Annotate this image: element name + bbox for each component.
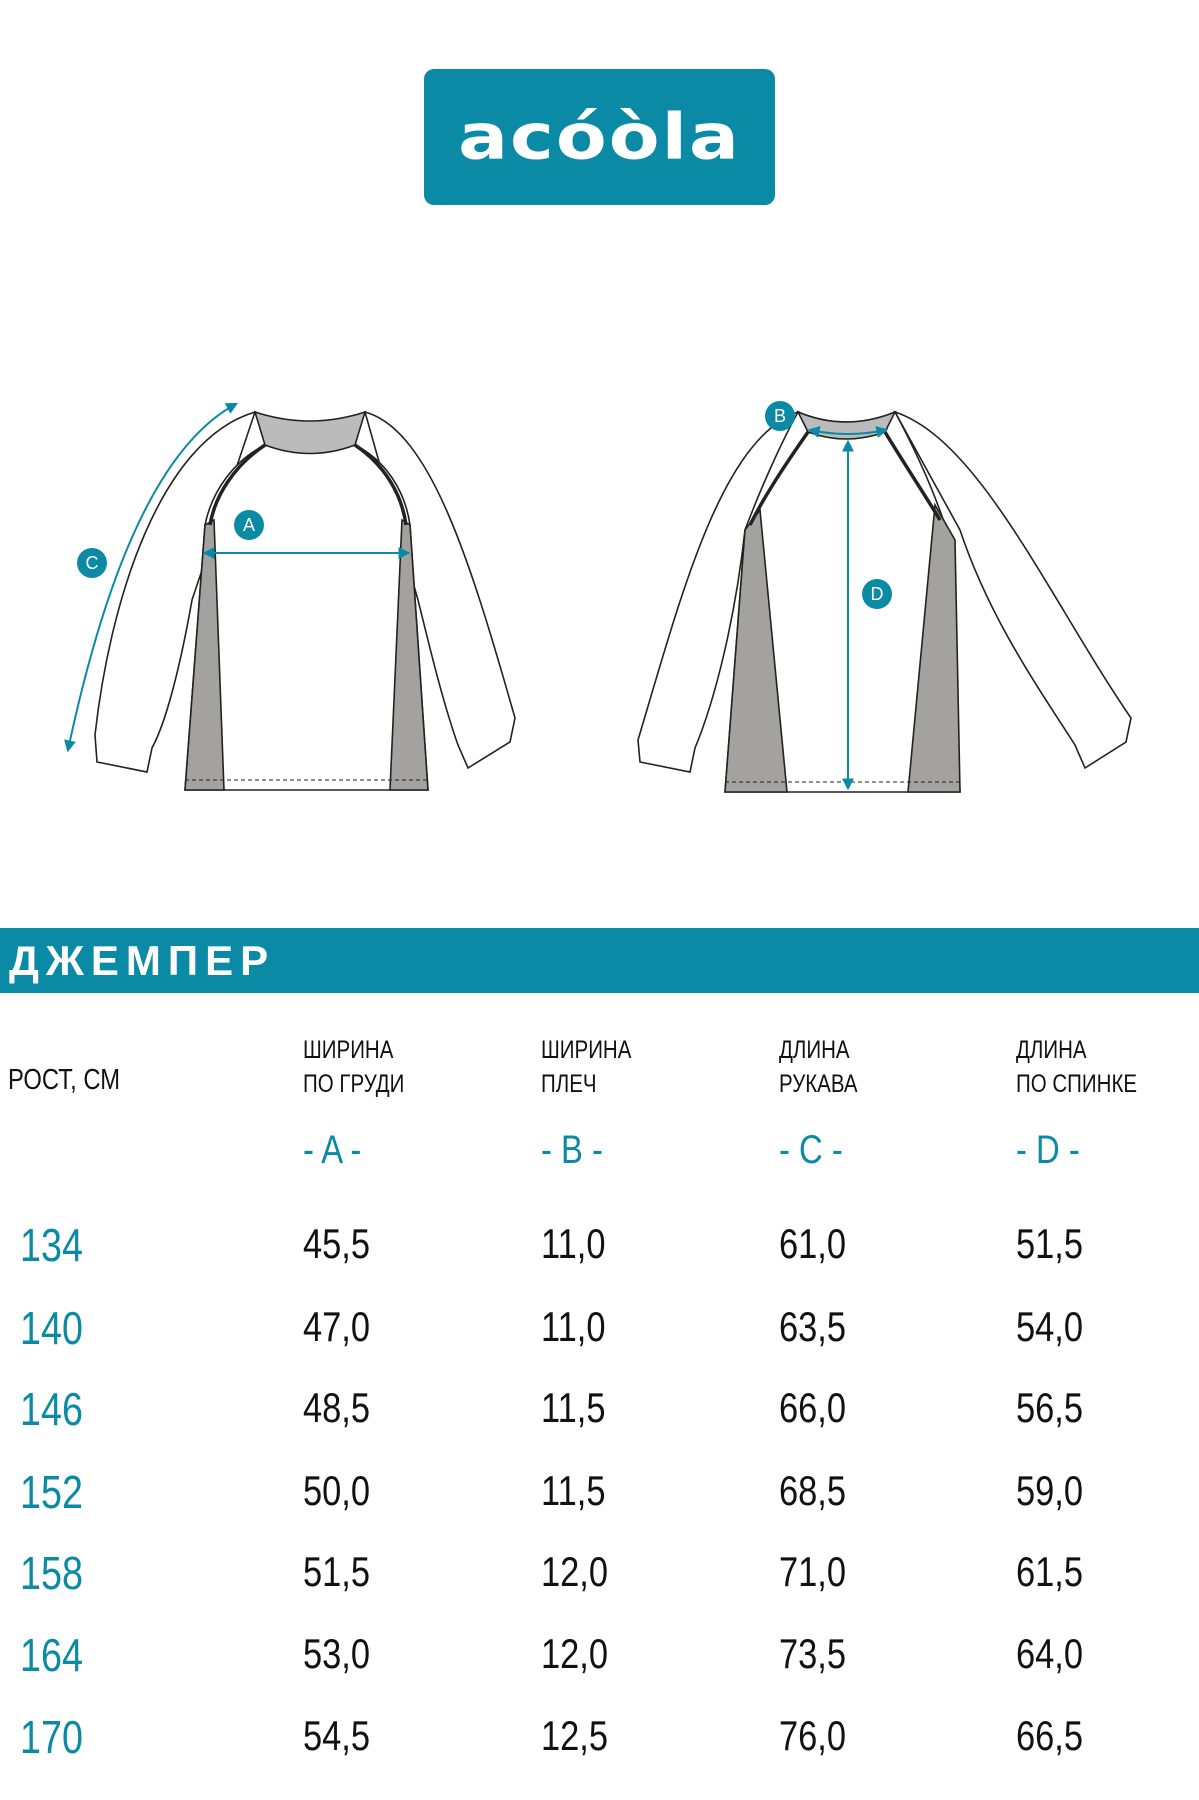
header-height: РОСТ, СМ [8,1064,121,1096]
column-header-line2: ПЛЕЧ [541,1070,597,1098]
logo-text: acóòla [458,100,741,174]
column-header-line1: ШИРИНА [303,1036,394,1064]
table-cell: 66,5 [1016,1712,1084,1759]
table-cell: 59,0 [1016,1467,1084,1514]
row-size: 158 [20,1547,83,1599]
table-cell: 48,5 [303,1384,371,1431]
column-letter: - A - [303,1128,362,1172]
column-header-line2: РУКАВА [779,1070,858,1098]
table-cell: 11,5 [541,1467,606,1514]
brand-logo: acóòla [424,69,775,205]
table-cell: 56,5 [1016,1384,1084,1431]
marker-a: A [243,515,255,535]
table-cell: 68,5 [779,1467,847,1514]
table-cell: 45,5 [303,1220,371,1267]
front-view-sweater [94,410,516,791]
table-cell: 73,5 [779,1630,847,1677]
table-cell: 64,0 [1016,1630,1084,1677]
row-size: 152 [20,1466,83,1518]
table-cell: 51,5 [1016,1220,1084,1267]
column-header-line2: ПО СПИНКЕ [1016,1070,1138,1098]
row-size: 170 [20,1711,83,1763]
table-cell: 54,0 [1016,1303,1084,1350]
column-header-line1: ДЛИНА [779,1036,850,1064]
row-size: 146 [20,1383,83,1435]
table-cell: 11,5 [541,1384,606,1431]
table-cell: 50,0 [303,1467,371,1514]
measurement-markers: A B C D [77,401,892,609]
measurement-arrows [64,402,889,791]
table-cell: 54,5 [303,1712,371,1759]
table-cell: 66,0 [779,1384,847,1431]
column-header-line1: ДЛИНА [1016,1036,1087,1064]
row-size: 164 [20,1629,83,1681]
table-cell: 12,5 [541,1712,609,1759]
product-title: ДЖЕМПЕР [9,937,276,984]
column-letter: - C - [779,1128,843,1172]
row-size: 134 [20,1219,83,1271]
table-cell: 51,5 [303,1548,371,1595]
column-header-line1: ШИРИНА [541,1036,632,1064]
column-letter: - B - [541,1128,603,1172]
product-banner: ДЖЕМПЕР [0,928,1199,993]
table-cell: 12,0 [541,1630,609,1677]
table-cell: 63,5 [779,1303,847,1350]
table-cell: 11,0 [541,1220,606,1267]
table-cell: 11,0 [541,1303,606,1350]
table-cell: 76,0 [779,1712,847,1759]
marker-d: D [871,584,884,604]
table-cell: 61,0 [779,1220,847,1267]
table-cell: 47,0 [303,1303,371,1350]
marker-c: C [86,553,99,573]
table-cell: 12,0 [541,1548,609,1595]
marker-b: B [774,406,786,426]
column-header-line2: ПО ГРУДИ [303,1070,405,1098]
row-size: 140 [20,1302,83,1354]
table-cell: 53,0 [303,1630,371,1677]
table-cell: 71,0 [779,1548,847,1595]
column-letter: - D - [1016,1128,1080,1172]
garment-diagram: A B C D [64,401,1132,793]
table-cell: 61,5 [1016,1548,1084,1595]
